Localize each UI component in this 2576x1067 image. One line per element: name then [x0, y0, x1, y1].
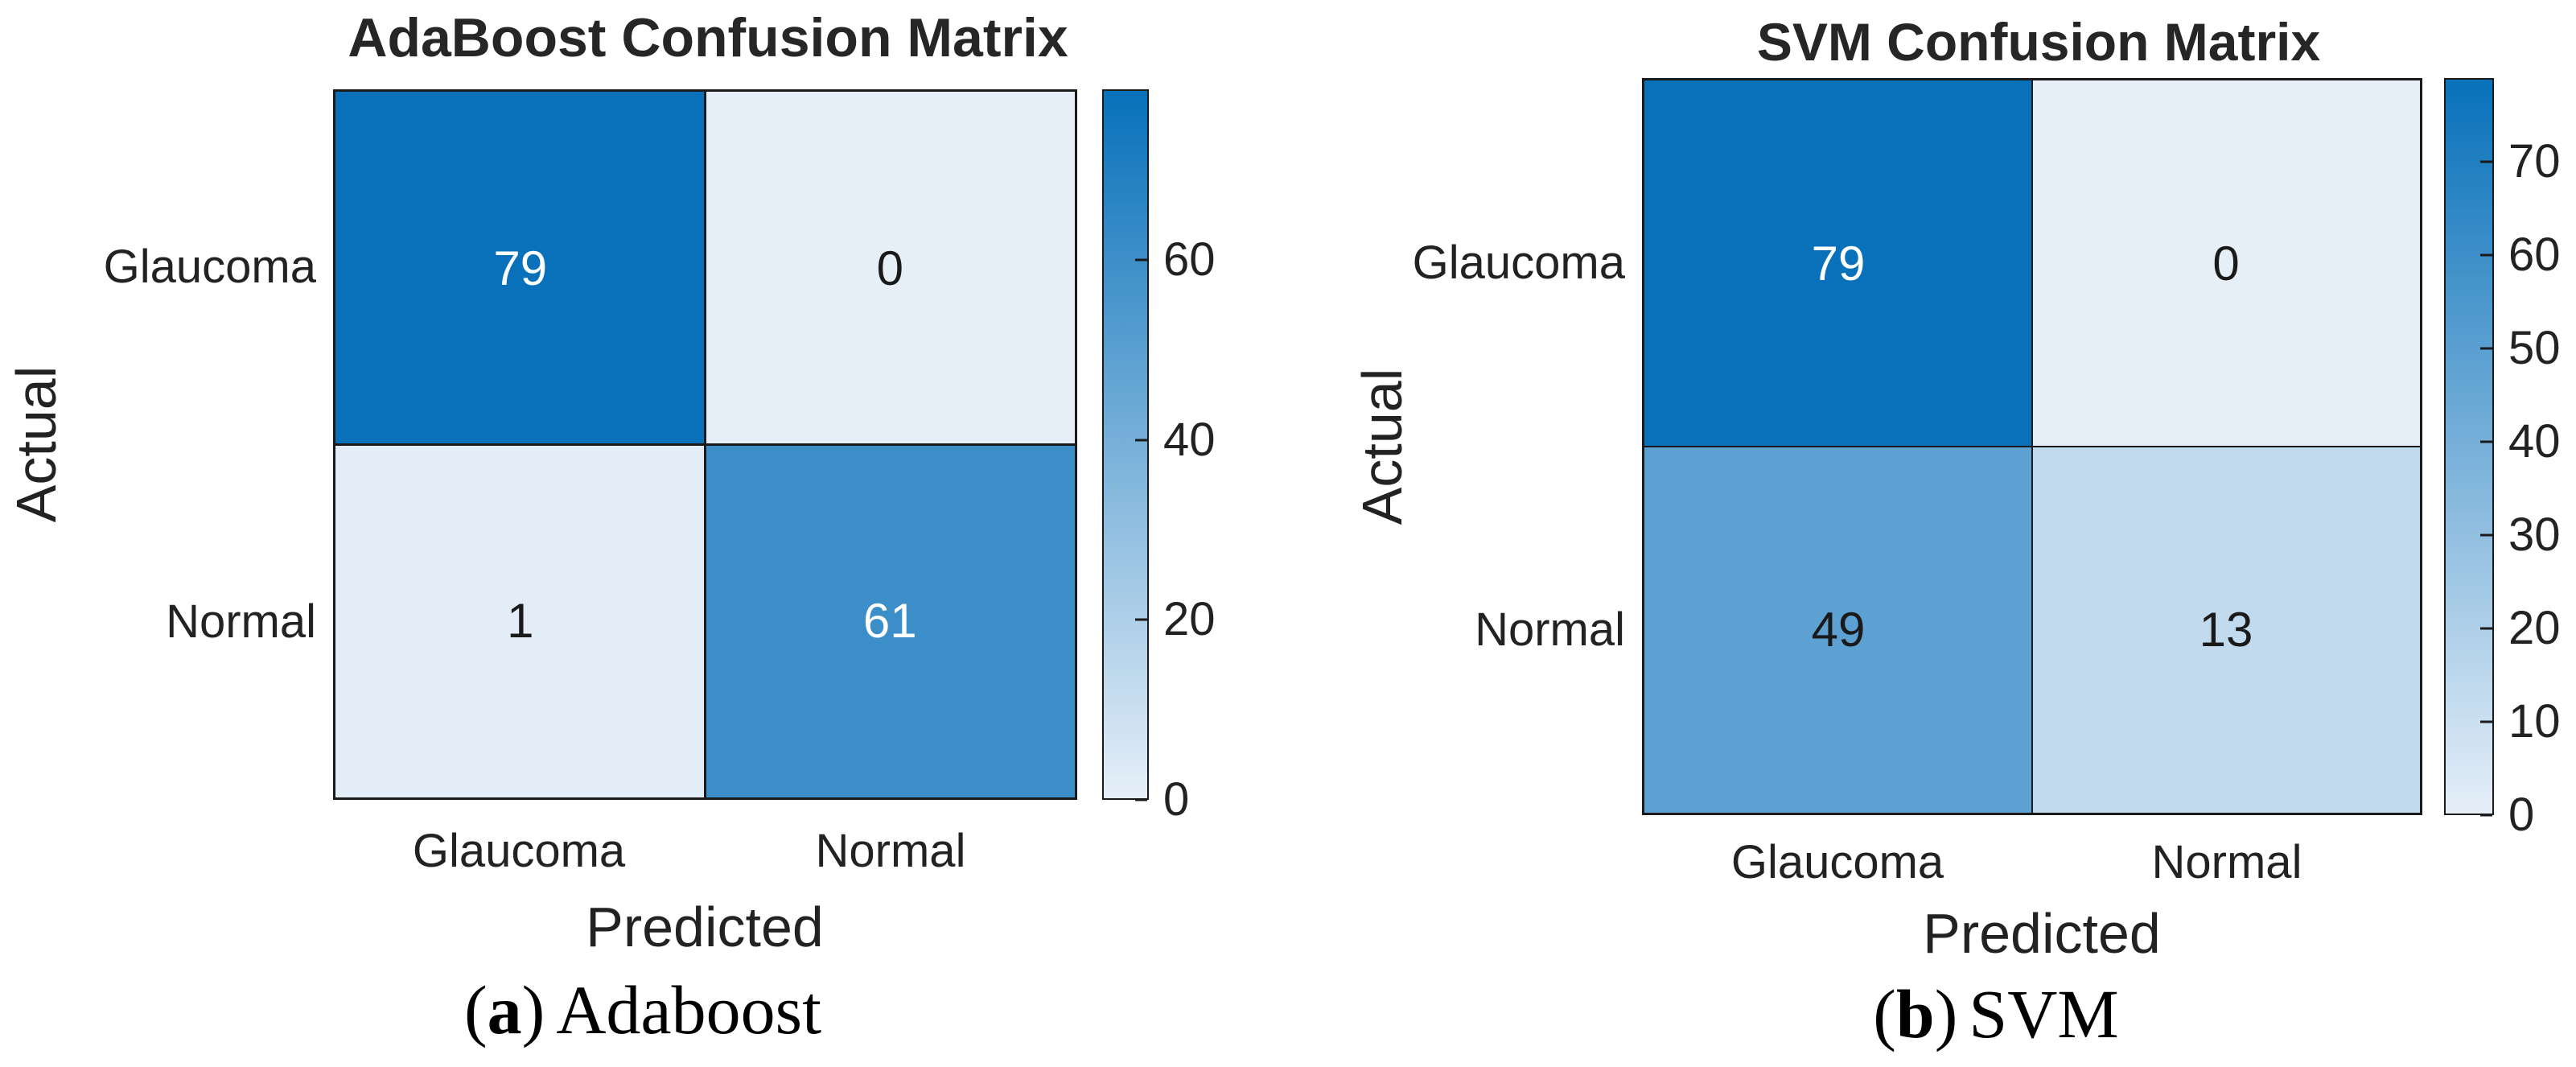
adaboost-cell-value: 61: [862, 594, 917, 649]
svm-matrix: 79 0 49 13: [1642, 78, 2422, 815]
svm-cell-value: 13: [2199, 603, 2253, 657]
colorbar-tick-mark: [2480, 720, 2492, 723]
colorbar-tick-mark: [2480, 814, 2492, 817]
svm-cell-glaucoma-normal: 0: [2032, 80, 2420, 447]
svm-chart-title: SVM Confusion Matrix: [1756, 12, 2321, 72]
svm-y-axis-label: Actual: [1351, 368, 1414, 525]
colorbar-tick-mark: [1135, 618, 1147, 621]
svm-row-label-glaucoma: Glaucoma: [1412, 237, 1625, 289]
colorbar-tick-label: 20: [2508, 602, 2561, 655]
svm-x-axis-label: Predicted: [1923, 902, 2161, 965]
adaboost-y-axis-label: Actual: [5, 365, 68, 523]
adaboost-row-label-glaucoma: Glaucoma: [103, 241, 316, 293]
colorbar-tick-mark: [2480, 160, 2492, 163]
svm-colorbar-ticks: 0 10 20 30 40 50 60 70: [2444, 78, 2561, 838]
adaboost-matrix: 79 0 1 61: [333, 89, 1077, 800]
adaboost-cell-value: 0: [876, 241, 903, 295]
adaboost-caption-label: Adaboost: [556, 971, 821, 1048]
colorbar-tick-label: 20: [1163, 593, 1216, 646]
colorbar-tick-label: 40: [1163, 413, 1216, 466]
svm-cell-value: 79: [1811, 237, 1866, 290]
colorbar-tick-mark: [2480, 534, 2492, 537]
colorbar-tick-label: 60: [1163, 233, 1216, 286]
svm-caption-marker: (b): [1873, 975, 1958, 1053]
svm-cell-normal-glaucoma: 49: [1644, 447, 2032, 813]
svm-cell-value: 0: [2212, 237, 2240, 290]
adaboost-cell-glaucoma-glaucoma: 79: [335, 92, 706, 445]
colorbar-tick-label: 10: [2508, 695, 2561, 748]
adaboost-chart-title: AdaBoost Confusion Matrix: [348, 7, 1068, 68]
adaboost-col-label-glaucoma: Glaucoma: [412, 825, 626, 877]
svm-cell-glaucoma-glaucoma: 79: [1644, 80, 2032, 447]
adaboost-x-axis-label: Predicted: [586, 896, 824, 958]
svm-row-label-normal: Normal: [1475, 604, 1625, 656]
colorbar-tick-mark: [2480, 440, 2492, 443]
colorbar-tick-mark: [1135, 439, 1147, 442]
colorbar-tick-label: 0: [2508, 789, 2535, 841]
svm-colorbar: 0 10 20 30 40 50 60 70: [2444, 78, 2561, 838]
adaboost-colorbar-gradient: [1102, 89, 1149, 800]
adaboost-cell-value: 1: [507, 594, 534, 649]
svm-matrix-horizontal-divider: [1644, 445, 2420, 448]
adaboost-colorbar: 0 20 40 60: [1102, 89, 1216, 823]
svm-colorbar-gradient: [2444, 78, 2494, 815]
colorbar-tick-label: 60: [2508, 229, 2561, 282]
adaboost-cell-normal-normal: 61: [705, 444, 1075, 797]
adaboost-caption-marker: (a): [464, 971, 545, 1048]
colorbar-tick-label: 70: [2508, 135, 2561, 188]
colorbar-tick-label: 0: [1163, 773, 1190, 826]
colorbar-tick-mark: [2480, 253, 2492, 257]
adaboost-cell-value: 79: [493, 241, 548, 295]
colorbar-tick-mark: [1135, 258, 1147, 262]
adaboost-caption: (a) Adaboost: [464, 970, 821, 1050]
adaboost-colorbar-ticks: 0 20 40 60: [1102, 89, 1216, 823]
adaboost-col-label-normal: Normal: [815, 825, 966, 877]
svm-col-label-normal: Normal: [2151, 836, 2302, 888]
colorbar-tick-mark: [1135, 798, 1147, 801]
adaboost-cell-glaucoma-normal: 0: [705, 92, 1075, 445]
svm-cell-normal-normal: 13: [2032, 447, 2420, 813]
svm-col-label-glaucoma: Glaucoma: [1730, 836, 1944, 888]
colorbar-tick-mark: [2480, 627, 2492, 630]
colorbar-tick-label: 50: [2508, 322, 2561, 375]
adaboost-cell-normal-glaucoma: 1: [335, 444, 706, 797]
svm-caption: (b) SVM: [1873, 974, 2119, 1054]
colorbar-tick-mark: [2480, 347, 2492, 350]
colorbar-tick-label: 40: [2508, 415, 2561, 468]
svm-caption-label: SVM: [1969, 975, 2119, 1053]
svm-cell-value: 49: [1811, 603, 1866, 657]
adaboost-row-label-normal: Normal: [166, 595, 316, 648]
colorbar-tick-label: 30: [2508, 509, 2561, 562]
adaboost-matrix-horizontal-divider: [335, 443, 1075, 446]
